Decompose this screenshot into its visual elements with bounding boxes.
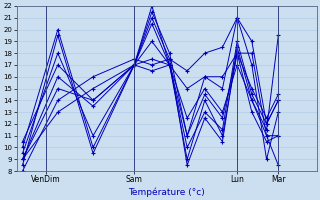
X-axis label: Température (°c): Température (°c) [128,187,205,197]
